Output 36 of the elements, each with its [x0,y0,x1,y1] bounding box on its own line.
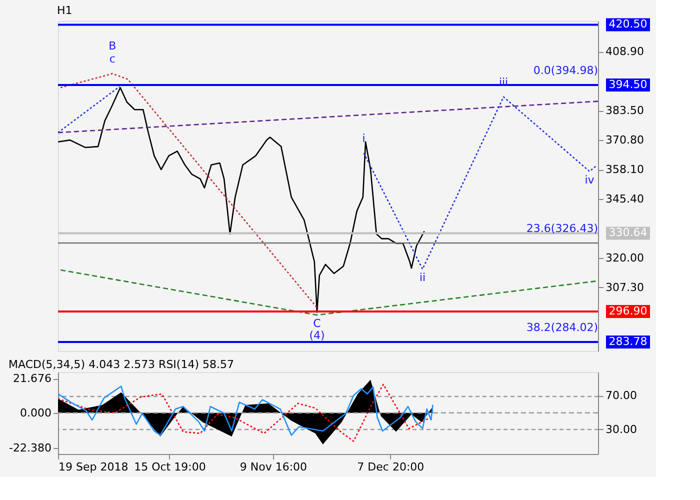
y-tick-label: 21.676 [13,372,52,386]
annotation: 23.6(326.43) [526,222,598,236]
y-tick-label: 370.80 [606,134,644,147]
annotation: 38.2(284.02) [526,320,598,334]
y2-tick-label: 70.00 [606,389,637,402]
y-tick-label: 383.50 [606,104,644,118]
ref-line-label: 330.64 [608,226,648,240]
chart-title: MACD(5,34,5) 4.043 2.573 RSI(14) 58.57 [8,358,234,371]
y-tick-label: 358.10 [606,163,644,176]
y-tick-label: 345.40 [606,192,644,206]
line-series [58,86,425,313]
chart-title: H1 [57,4,72,18]
line-series [60,73,318,308]
x-tick-label: 9 Nov 16:00 [240,460,308,474]
annotation: i [362,132,366,146]
y-tick-label: -22.380 [9,442,52,455]
ref-line-label: 283.78 [608,334,648,348]
y-tick-label: 307.30 [606,280,644,294]
ref-line-label: 394.50 [608,78,648,92]
annotation: C [313,317,322,330]
y-tick-label: 320.00 [606,251,644,264]
annotation: c [109,52,116,66]
y2-tick-label: 30.00 [606,422,637,436]
ref-line-label: 420.50 [608,18,648,31]
x-tick-label: 7 Dec 20:00 [357,460,424,474]
ref-line-label: 296.90 [608,304,648,318]
annotation: (4) [309,329,325,342]
y-tick-label: 0.000 [20,406,52,420]
line-series [363,96,597,270]
annotation: 0.0(394.98) [533,64,598,78]
y-tick-label: 408.90 [606,45,644,58]
x-tick-label: 15 Oct 19:00 [134,460,206,474]
annotation: B [108,40,116,53]
annotation: ii [420,271,426,284]
annotation: iv [584,173,595,186]
x-tick-label: 19 Sep 2018 [58,460,128,474]
